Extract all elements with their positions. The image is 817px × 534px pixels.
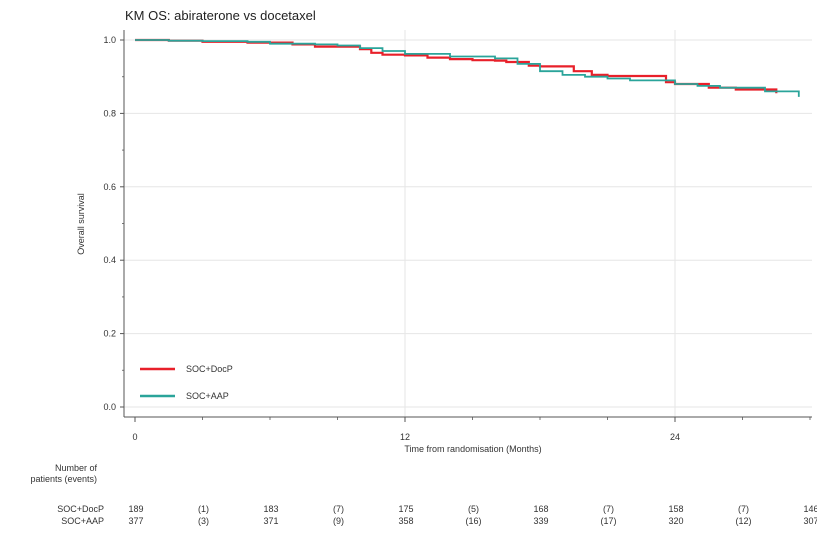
chart-title: KM OS: abiraterone vs docetaxel [125,8,316,23]
y-tick-label: 0.4 [103,255,116,265]
risk-value: (7) [603,504,614,514]
risk-value: 146 [803,504,817,514]
legend: SOC+DocP SOC+AAP [140,364,233,401]
risk-value: (5) [468,504,479,514]
risk-value: 183 [263,504,278,514]
y-axis-label: Overall survival [76,193,86,255]
risk-header-line-2: patients (events) [30,474,97,484]
series-line-socaap [135,39,800,97]
legend-label-socaap: SOC+AAP [186,391,229,401]
risk-value: (3) [198,516,209,526]
risk-value: 307 [803,516,817,526]
y-tick-label: 0.0 [103,402,116,412]
risk-value: (16) [465,516,481,526]
y-tick-label: 1.0 [103,35,116,45]
risk-table: Number of patients (events) SOC+DocP SOC… [30,463,817,526]
y-tick-label: 0.6 [103,182,116,192]
grid-lines [124,30,812,417]
risk-value: 158 [668,504,683,514]
y-tick-label: 0.2 [103,329,116,339]
risk-header-line-1: Number of [55,463,98,473]
risk-value: (7) [738,504,749,514]
risk-value: 168 [533,504,548,514]
risk-value: 320 [668,516,683,526]
risk-value: (9) [333,516,344,526]
risk-value: (7) [333,504,344,514]
legend-label-socdocp: SOC+DocP [186,364,233,374]
axes: 0.0 0.2 0.4 0.6 0.8 1.0 0 12 24 [103,30,812,442]
x-tick-label: 24 [670,432,680,442]
x-axis-label: Time from randomisation (Months) [404,444,541,454]
risk-row-label-socdocp: SOC+DocP [57,504,104,514]
risk-value: 377 [128,516,143,526]
risk-value: 371 [263,516,278,526]
risk-value: 358 [398,516,413,526]
series-layer [135,38,800,97]
risk-row-label-socaap: SOC+AAP [61,516,104,526]
risk-value: (17) [600,516,616,526]
x-tick-label: 12 [400,432,410,442]
risk-value: 189 [128,504,143,514]
risk-value: (12) [735,516,751,526]
risk-value: 339 [533,516,548,526]
risk-value: 175 [398,504,413,514]
risk-value: (1) [198,504,209,514]
series-line-socdocp [135,38,778,94]
x-tick-label: 0 [132,432,137,442]
risk-values: 189 (1) 183 (7) 175 (5) 168 (7) 158 (7) 146 377 (3) 3… [128,504,817,526]
y-tick-label: 0.8 [103,108,116,118]
